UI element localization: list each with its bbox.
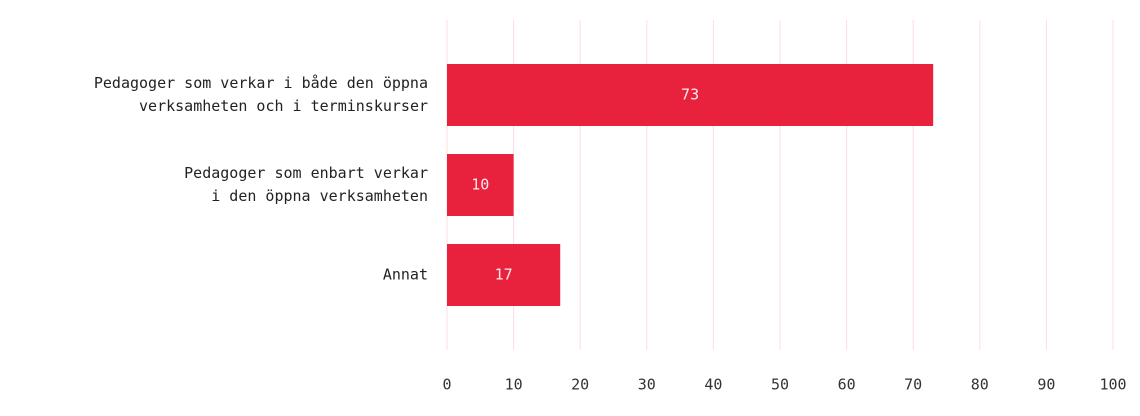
category-label: Pedagoger som verkar i både den öppna ve… [93,74,428,115]
x-tick-label: 0 [442,376,451,394]
x-tick-label: 20 [571,376,589,394]
x-tick-label: 100 [1099,376,1126,394]
x-tick-label: 30 [638,376,656,394]
x-tick-label: 40 [704,376,722,394]
x-tick-label: 90 [1037,376,1055,394]
bar [447,64,934,126]
category-label: Pedagoger som enbart verkar i den öppna … [184,164,428,205]
value-label: 17 [495,266,513,284]
x-tick-label: 50 [771,376,789,394]
bar [447,244,561,306]
bar [447,154,514,216]
x-tick-label: 70 [904,376,922,394]
category-label: Annat [382,265,428,284]
value-label: 73 [681,86,699,104]
x-tick-label: 60 [838,376,856,394]
x-tick-label: 10 [505,376,523,394]
x-tick-label: 80 [971,376,989,394]
value-label: 10 [471,176,489,194]
